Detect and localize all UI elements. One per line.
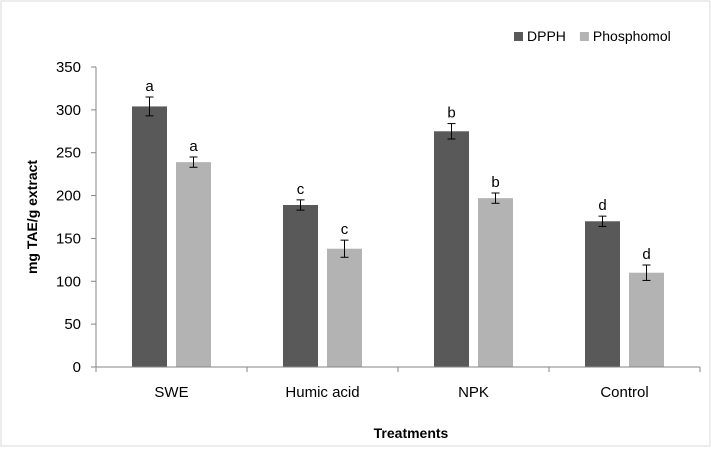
significance-letter: d	[642, 246, 650, 263]
y-tick-label: 300	[56, 102, 81, 119]
significance-letter: b	[491, 174, 499, 191]
x-tick-label: Humic acid	[285, 384, 359, 401]
significance-letter: c	[297, 181, 305, 198]
bar	[629, 273, 664, 367]
bar	[478, 198, 513, 367]
bar	[327, 249, 362, 367]
legend: DPPH Phosphomol	[514, 28, 671, 44]
legend-swatch	[580, 32, 589, 41]
bar	[132, 106, 167, 367]
x-tick-label: Control	[600, 384, 648, 401]
x-axis-title: Treatments	[374, 425, 449, 441]
legend-label: DPPH	[527, 28, 566, 44]
y-tick-label: 200	[56, 188, 81, 205]
y-tick-label: 150	[56, 230, 81, 247]
significance-letter: a	[145, 78, 154, 95]
legend-swatch	[514, 32, 523, 41]
bar	[176, 162, 211, 367]
bar	[434, 131, 469, 367]
significance-letter: c	[341, 221, 349, 238]
y-tick-label: 100	[56, 273, 81, 290]
x-tick-label: SWE	[154, 384, 188, 401]
y-axis-title: mg TAE/g extract	[24, 160, 40, 274]
bar	[585, 221, 620, 367]
bar	[283, 205, 318, 367]
significance-letter: d	[598, 197, 606, 214]
legend-label: Phosphomol	[593, 28, 671, 44]
y-tick-label: 0	[73, 359, 81, 376]
y-tick-label: 350	[56, 59, 81, 76]
x-tick-label: NPK	[458, 384, 489, 401]
y-tick-label: 250	[56, 145, 81, 162]
significance-letter: a	[189, 138, 198, 155]
y-tick-label: 50	[64, 316, 81, 333]
significance-letter: b	[447, 105, 455, 122]
